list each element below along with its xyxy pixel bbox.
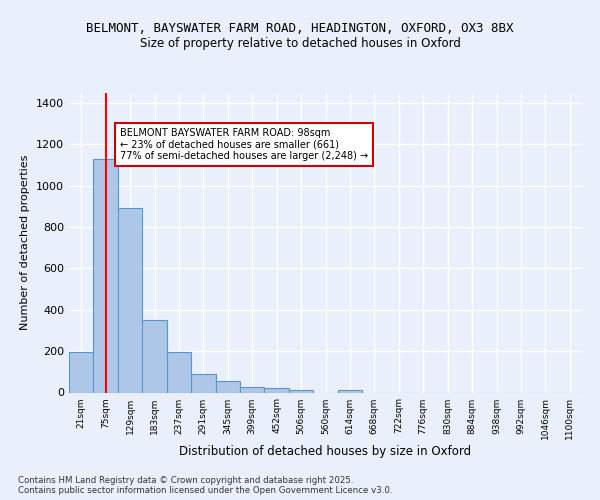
Bar (142, 320, 167, 392)
Bar (289, 390, 313, 392)
Text: Size of property relative to detached houses in Oxford: Size of property relative to detached ho… (140, 38, 460, 51)
Y-axis label: Number of detached properties: Number of detached properties (20, 155, 31, 330)
Text: BELMONT BAYSWATER FARM ROAD: 98sqm
← 23% of detached houses are smaller (661)
77: BELMONT BAYSWATER FARM ROAD: 98sqm ← 23%… (120, 128, 368, 161)
Bar (69, 352, 94, 393)
Bar (167, 352, 191, 393)
Bar (240, 388, 265, 392)
Bar (118, 208, 142, 392)
Bar (215, 381, 240, 392)
Text: Contains HM Land Registry data © Crown copyright and database right 2025.
Contai: Contains HM Land Registry data © Crown c… (18, 476, 392, 496)
Bar (94, 158, 118, 392)
Bar (265, 388, 289, 392)
Bar (338, 390, 362, 392)
X-axis label: Distribution of detached houses by size in Oxford: Distribution of detached houses by size … (179, 445, 472, 458)
Bar (191, 374, 215, 392)
Text: BELMONT, BAYSWATER FARM ROAD, HEADINGTON, OXFORD, OX3 8BX: BELMONT, BAYSWATER FARM ROAD, HEADINGTON… (86, 22, 514, 36)
